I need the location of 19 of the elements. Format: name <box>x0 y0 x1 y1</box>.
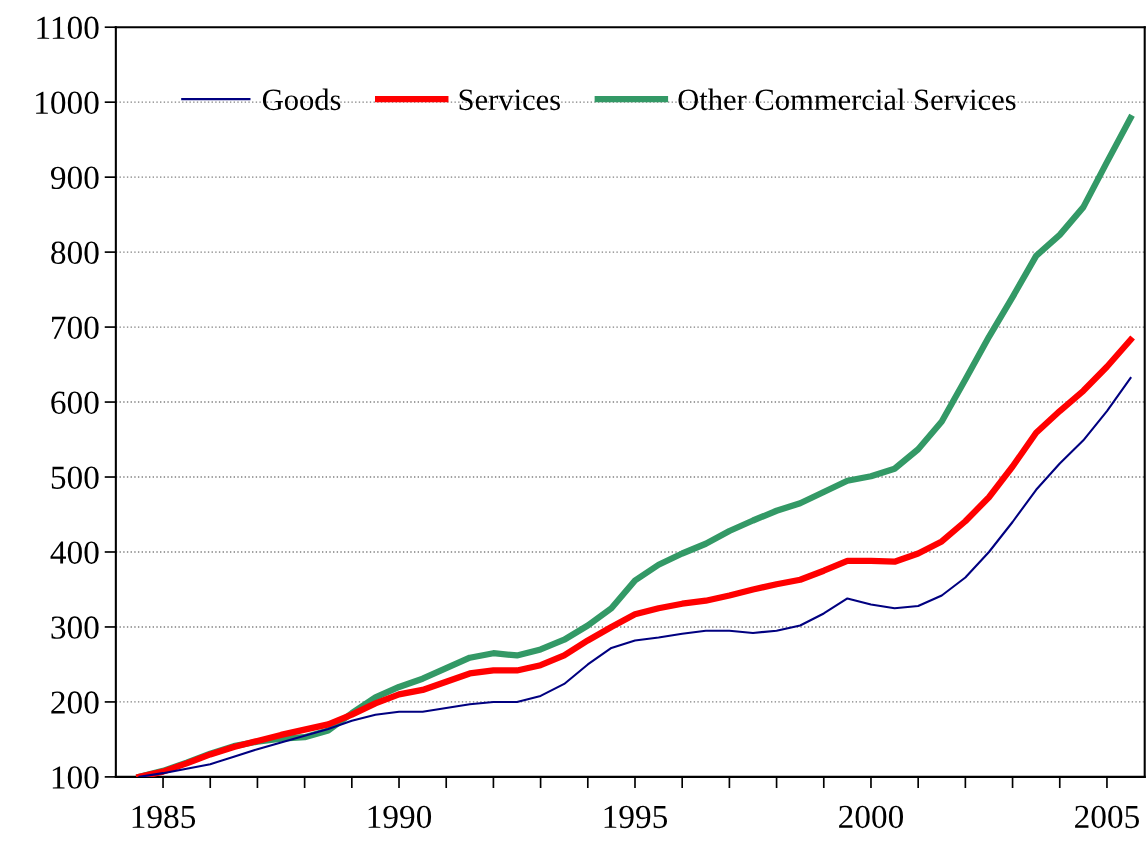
x-tick-label: 1990 <box>368 805 432 829</box>
y-tick-label: 200 <box>51 691 99 714</box>
legend-label: Services <box>459 89 560 111</box>
x-tick-label: 1985 <box>132 805 196 829</box>
y-tick-label: 900 <box>50 166 99 190</box>
legend-label: Other Commercial Services <box>678 88 1016 111</box>
y-tick-label: 1000 <box>36 91 99 115</box>
y-tick-label: 400 <box>50 541 99 564</box>
y-tick-label: 700 <box>52 316 99 339</box>
y-tick-label: 100 <box>52 766 99 789</box>
legend-label: Goods <box>262 88 341 111</box>
y-tick-label: 500 <box>51 466 99 489</box>
y-tick-label: 1100 <box>37 16 99 40</box>
x-tick-label: 1995 <box>604 805 668 829</box>
x-tick-label: 2000 <box>839 805 904 829</box>
y-tick-label: 300 <box>51 616 99 639</box>
x-tick-label: 2005 <box>1075 805 1139 829</box>
y-tick-label: 600 <box>51 391 99 414</box>
y-tick-label: 800 <box>51 241 99 264</box>
